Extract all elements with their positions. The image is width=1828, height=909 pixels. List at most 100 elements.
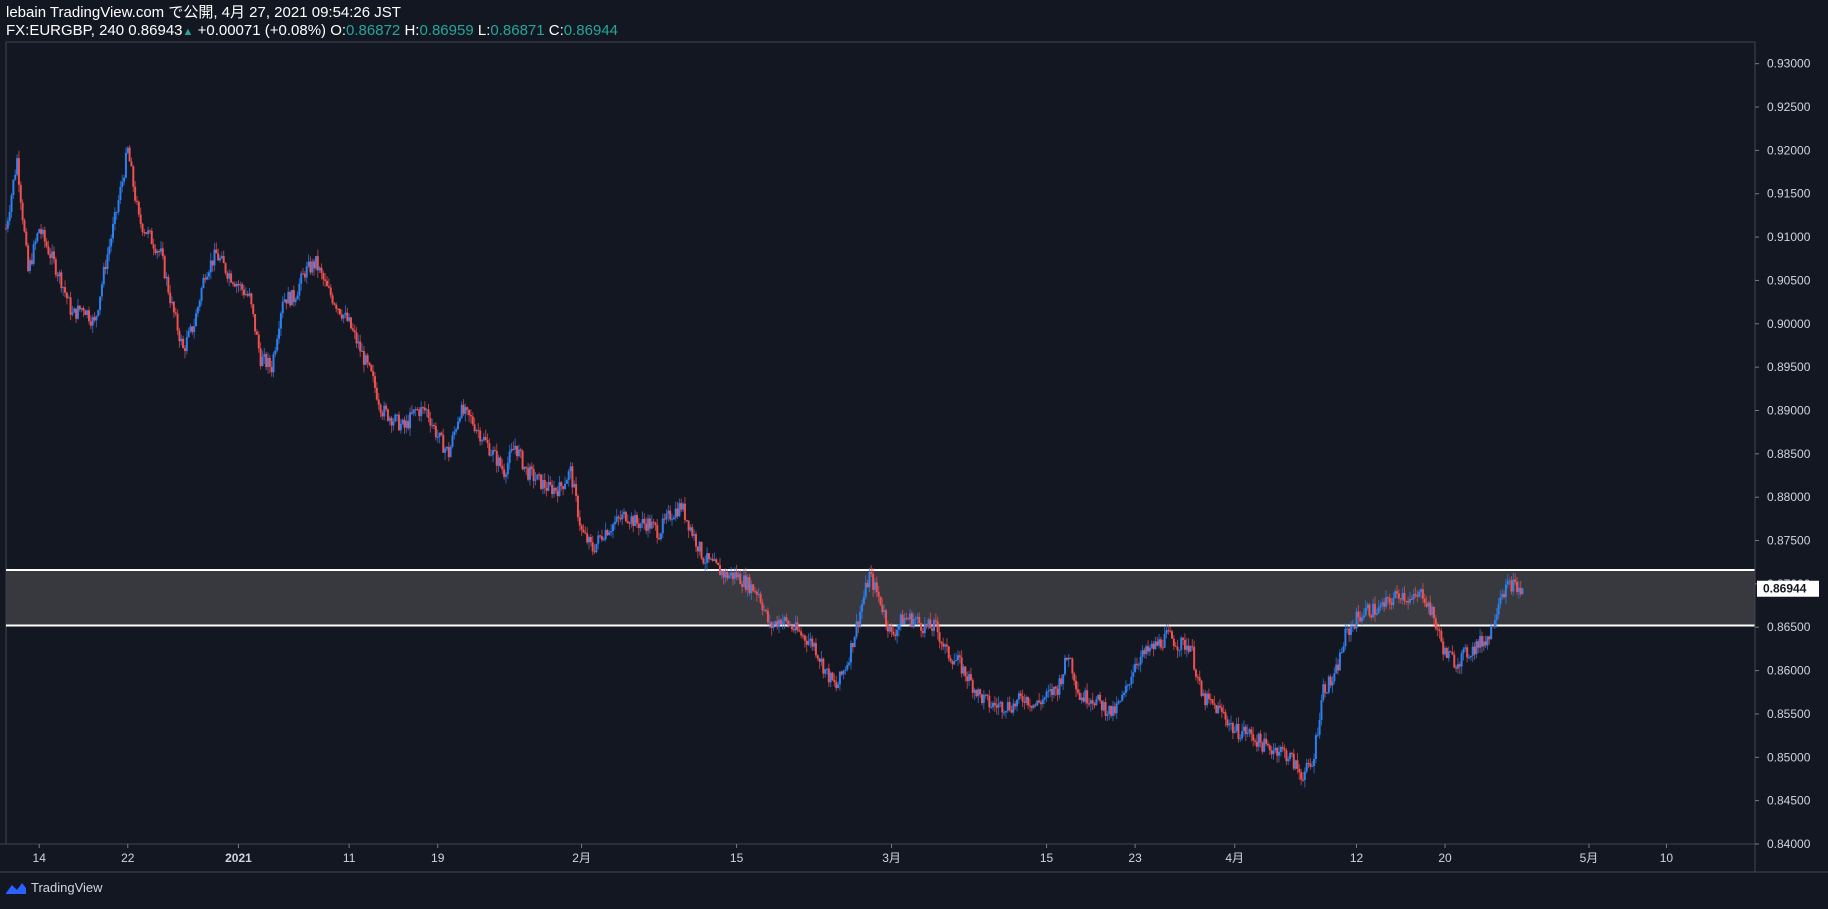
candle: [907, 617, 910, 620]
candle: [492, 446, 495, 463]
candle-body: [1226, 719, 1229, 726]
candle-body: [610, 530, 613, 533]
candle-body: [305, 266, 308, 278]
candle-body: [200, 288, 203, 301]
candle: [1213, 695, 1216, 710]
candle-body: [717, 562, 720, 566]
candle: [1202, 689, 1205, 697]
candle-body: [739, 573, 742, 585]
candle: [883, 604, 886, 619]
candle-body: [643, 518, 646, 524]
candle: [148, 229, 151, 234]
candle: [711, 553, 714, 562]
candle-body: [259, 348, 262, 367]
candle-body: [27, 245, 30, 272]
candle-body: [346, 312, 349, 321]
candle-body: [106, 254, 109, 270]
candle: [1145, 644, 1148, 659]
candle-body: [1065, 657, 1068, 660]
candle-body: [611, 524, 614, 531]
candle: [685, 519, 688, 523]
candle-body: [516, 445, 519, 457]
candle-body: [1148, 647, 1151, 652]
candle: [504, 472, 507, 484]
candle: [1021, 689, 1024, 707]
candle: [104, 259, 107, 275]
candle-body: [1504, 584, 1507, 598]
candle-body: [825, 668, 828, 670]
candle: [115, 211, 118, 220]
candle: [1381, 598, 1384, 610]
candle-body: [1471, 646, 1474, 656]
candle: [1445, 646, 1448, 659]
candle: [855, 613, 858, 640]
candle-body: [1052, 686, 1055, 696]
candle: [901, 609, 904, 625]
candle-body: [781, 621, 784, 625]
candle: [1368, 602, 1371, 618]
candle-body: [1456, 664, 1459, 669]
candle-body: [1034, 704, 1037, 706]
candle-body: [405, 420, 408, 428]
candle-body: [964, 666, 967, 677]
candle-body: [1172, 638, 1175, 646]
candle: [1047, 684, 1050, 699]
candle: [1482, 635, 1485, 651]
candle: [270, 360, 273, 377]
candle: [123, 174, 126, 186]
candle-body: [220, 256, 223, 259]
candle: [861, 599, 864, 620]
time-axis[interactable]: 14 22 2021 11 19 2月 15 3月 15 23 4月 12 20 5月 10: [0, 843, 1755, 865]
candle-body: [1041, 699, 1044, 705]
candle: [1111, 700, 1114, 722]
candle: [527, 462, 530, 482]
candle-body: [1165, 630, 1168, 634]
candle-body: [789, 625, 792, 627]
candle: [1296, 753, 1299, 774]
price-tick-label: 0.92000: [1767, 143, 1811, 157]
candle: [1250, 726, 1253, 742]
candle-body: [993, 702, 996, 706]
candle: [707, 552, 710, 563]
candle: [242, 284, 245, 299]
candle-body: [1104, 702, 1107, 716]
candle: [969, 667, 972, 681]
candle-body: [676, 508, 679, 517]
candle-body: [255, 331, 258, 335]
candle: [1300, 768, 1303, 786]
candle: [1198, 670, 1201, 686]
candle: [547, 474, 550, 492]
candle-body: [757, 593, 760, 595]
candle: [202, 274, 205, 289]
candle: [38, 228, 41, 234]
footer-brand[interactable]: TradingView: [5, 880, 103, 895]
candle: [966, 671, 969, 689]
candle: [206, 271, 209, 281]
candle-body: [488, 443, 491, 456]
candle: [1006, 696, 1009, 714]
candle-body: [124, 152, 127, 178]
candle: [425, 408, 428, 417]
candle-body: [1307, 762, 1310, 764]
candle: [792, 624, 795, 633]
candle-body: [800, 631, 803, 636]
candle: [1257, 732, 1260, 752]
candle: [1016, 699, 1019, 712]
candle: [698, 540, 701, 556]
candle: [338, 308, 341, 316]
candle: [803, 634, 806, 648]
candle: [514, 438, 517, 455]
price-axis[interactable]: 0.930000.925000.920000.915000.910000.905…: [1754, 42, 1819, 872]
candle: [41, 227, 44, 238]
candle-body: [639, 523, 642, 529]
candle-body: [458, 417, 461, 422]
candle-body: [1218, 705, 1221, 708]
candle: [427, 403, 430, 423]
candle: [1130, 670, 1133, 689]
candle: [1230, 715, 1233, 730]
candle: [1193, 640, 1196, 672]
candle: [1086, 683, 1089, 709]
candle: [1390, 598, 1393, 610]
candle: [1370, 614, 1373, 621]
